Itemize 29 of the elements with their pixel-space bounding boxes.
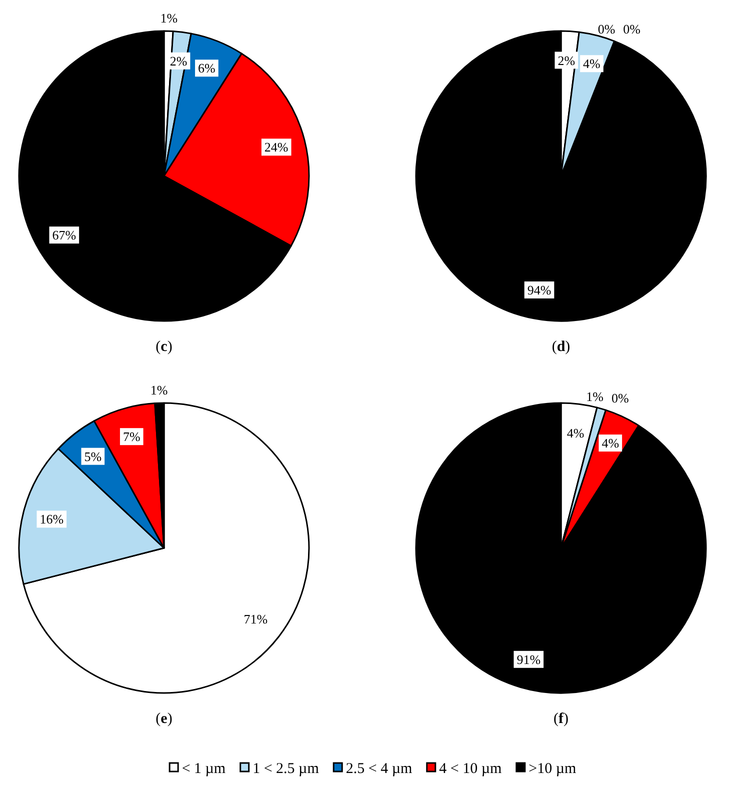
data-label: 71% (244, 612, 268, 627)
text: 0% (611, 390, 629, 406)
text: 0% (623, 22, 640, 37)
data-label: 24% (264, 140, 288, 155)
data-label: 1% (150, 382, 168, 398)
text: 0% (598, 22, 616, 37)
legend-label: 2.5 < 4 µm (346, 760, 412, 777)
data-label: 4% (602, 436, 620, 451)
data-label: 1% (586, 388, 604, 404)
data-label: 1% (160, 10, 178, 26)
legend-label: 4 < 10 µm (439, 760, 502, 777)
legend-label: >10 µm (528, 760, 577, 777)
data-label: 67% (52, 228, 76, 243)
data-label: 4% (583, 56, 601, 72)
data-label: 2% (558, 52, 576, 68)
data-label: 16% (40, 512, 64, 527)
text: (f) (554, 711, 568, 727)
text: (d) (552, 339, 570, 355)
text: (c) (156, 339, 172, 355)
data-label: 94% (527, 282, 552, 298)
data-label: 7% (122, 429, 140, 444)
data-label: 91% (516, 652, 541, 667)
data-label: 2% (170, 53, 188, 68)
text: (e) (156, 711, 172, 727)
legend-label: < 1 µm (182, 760, 226, 777)
data-label: 6% (198, 60, 216, 76)
data-label: 5% (84, 448, 102, 464)
data-label: 4% (566, 425, 584, 440)
legend-label: 1 < 2.5 µm (252, 760, 320, 777)
